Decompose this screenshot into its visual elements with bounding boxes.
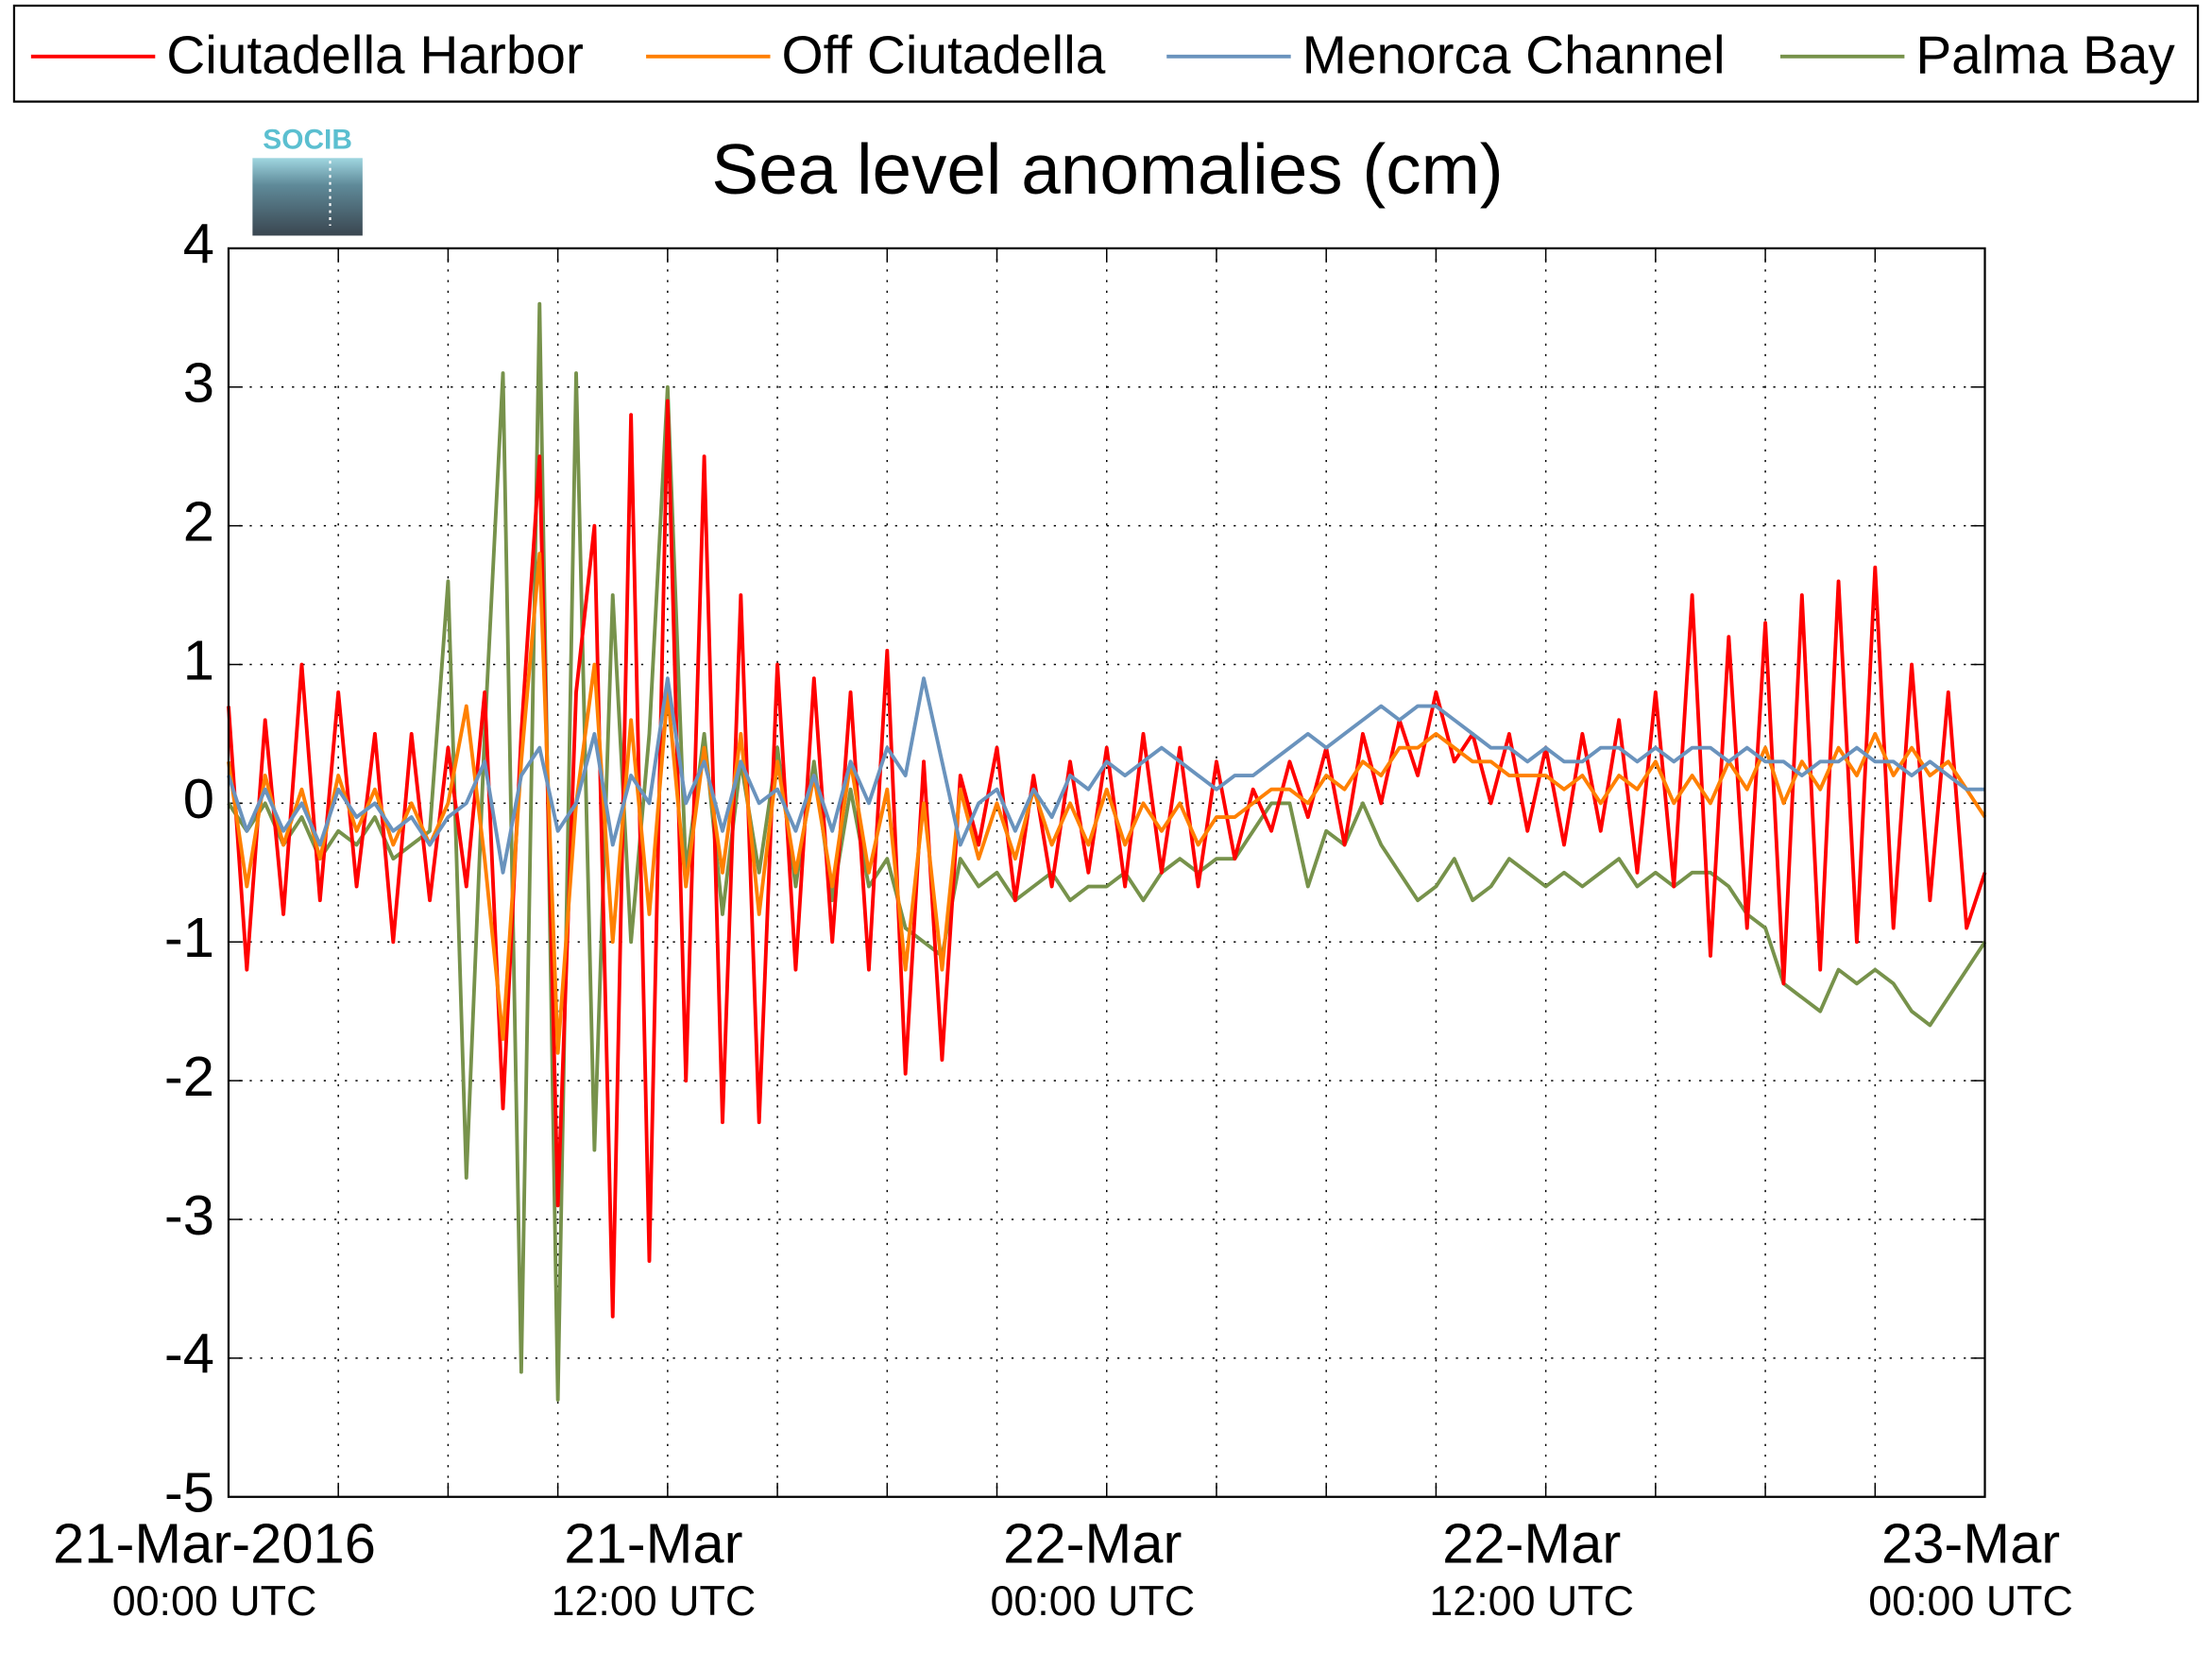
chart-title: Sea level anomalies (cm): [711, 129, 1503, 209]
x-tick-label: 22-Mar: [1442, 1511, 1621, 1575]
legend-box: [12, 4, 2200, 103]
series-line: [227, 399, 1987, 1319]
x-tick-label: 22-Mar: [1003, 1511, 1182, 1575]
logo-text: SOCIB: [263, 124, 352, 155]
plot-frame: [227, 247, 1986, 1498]
x-tick-sublabel: 00:00 UTC: [1868, 1577, 2073, 1625]
x-tick-label: 21-Mar-2016: [53, 1511, 376, 1575]
series-line: [227, 301, 1987, 1402]
logo: SOCIB: [252, 124, 363, 236]
x-tick-sublabel: 12:00 UTC: [1429, 1577, 1634, 1625]
logo-image: [252, 158, 363, 236]
y-tick-label: 0: [183, 767, 214, 830]
x-tick-sublabel: 00:00 UTC: [990, 1577, 1195, 1625]
x-tick-sublabel: 12:00 UTC: [552, 1577, 757, 1625]
y-tick-label: -4: [164, 1322, 214, 1386]
y-tick-label: -2: [164, 1045, 214, 1108]
legend-label: Palma Bay: [1915, 26, 2175, 86]
legend-label: Ciutadella Harbor: [166, 26, 584, 86]
y-tick-label: -1: [164, 906, 214, 969]
x-tick-label: 21-Mar: [564, 1511, 742, 1575]
y-tick-label: -3: [164, 1184, 214, 1247]
y-tick-label: 1: [183, 628, 214, 691]
y-tick-label: 4: [183, 213, 214, 276]
legend-label: Off Ciutadella: [781, 26, 1105, 86]
y-tick-label: 3: [183, 351, 214, 415]
series-line: [227, 552, 1987, 1055]
legend-label: Menorca Channel: [1302, 26, 1726, 86]
y-tick-label: 2: [183, 489, 214, 553]
y-tick-label: -5: [164, 1461, 214, 1524]
series-line: [227, 676, 1985, 875]
x-tick-label: 23-Mar: [1881, 1511, 2060, 1575]
x-tick-sublabel: 00:00 UTC: [112, 1577, 317, 1625]
